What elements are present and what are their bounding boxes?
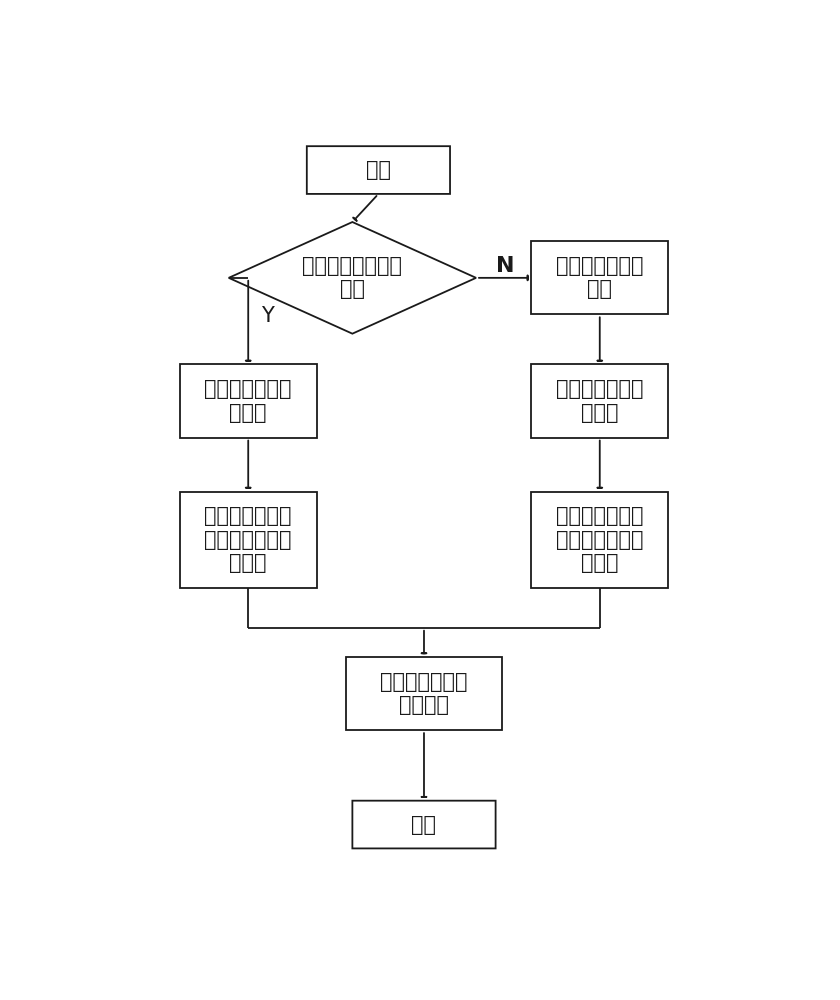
Text: 以产品构建数据模
型？: 以产品构建数据模 型？ bbox=[302, 256, 402, 299]
Bar bbox=[180, 492, 317, 588]
FancyBboxPatch shape bbox=[353, 801, 496, 848]
Text: 以行为为中心，
建立产品到行为
的关联: 以行为为中心， 建立产品到行为 的关联 bbox=[556, 506, 643, 573]
FancyBboxPatch shape bbox=[307, 146, 450, 194]
Bar bbox=[532, 241, 668, 314]
Bar bbox=[532, 364, 668, 438]
Bar bbox=[346, 657, 502, 730]
Text: N: N bbox=[496, 256, 515, 276]
Bar bbox=[532, 492, 668, 588]
Polygon shape bbox=[228, 222, 476, 334]
Text: 构建工业软件的
数据模型: 构建工业软件的 数据模型 bbox=[381, 672, 468, 715]
Text: Y: Y bbox=[261, 306, 274, 326]
Text: 获取产品构型数
据信息: 获取产品构型数 据信息 bbox=[204, 379, 292, 423]
Bar bbox=[180, 364, 317, 438]
Text: 获取行为过程数
据信息: 获取行为过程数 据信息 bbox=[556, 379, 643, 423]
Text: 以行为构建数据
模型: 以行为构建数据 模型 bbox=[556, 256, 643, 299]
Text: 以产品为中心，
建立行为到产品
的关联: 以产品为中心， 建立行为到产品 的关联 bbox=[204, 506, 292, 573]
Text: 开始: 开始 bbox=[366, 160, 391, 180]
Text: 结束: 结束 bbox=[412, 815, 437, 835]
